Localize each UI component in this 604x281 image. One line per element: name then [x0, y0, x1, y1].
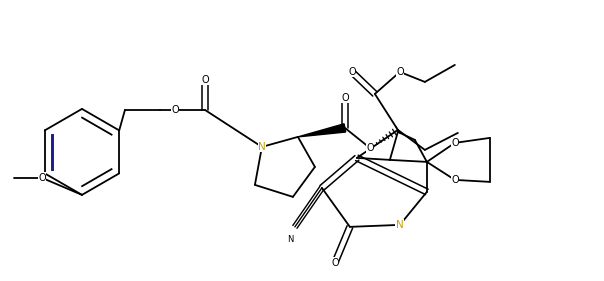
- Text: O: O: [38, 173, 46, 183]
- Text: N: N: [396, 220, 403, 230]
- Polygon shape: [298, 124, 345, 137]
- Text: N: N: [287, 235, 293, 244]
- Text: O: O: [201, 75, 209, 85]
- Text: O: O: [451, 175, 458, 185]
- Text: O: O: [366, 143, 374, 153]
- Text: O: O: [451, 138, 458, 148]
- Text: N: N: [258, 142, 266, 152]
- Text: O: O: [341, 93, 349, 103]
- Text: O: O: [348, 67, 356, 77]
- Text: O: O: [171, 105, 179, 115]
- Text: O: O: [396, 67, 403, 77]
- Text: N: N: [258, 142, 266, 152]
- Text: O: O: [331, 258, 339, 268]
